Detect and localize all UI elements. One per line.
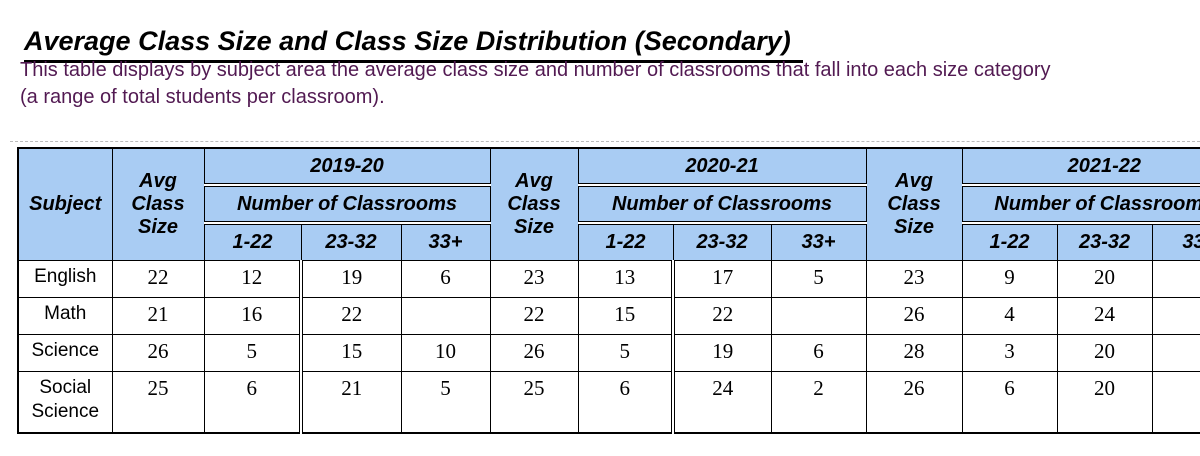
value-cell: 6 — [203, 370, 302, 434]
description-line-2: (a range of total students per classroom… — [20, 86, 385, 108]
header-year-2020: 2020-21 — [577, 147, 867, 187]
value-cell: 13 — [577, 259, 674, 298]
value-cell: 25 — [111, 370, 205, 434]
header-bin-33plus: 33+ — [1151, 222, 1200, 261]
header-bin-23-32: 23-32 — [672, 222, 772, 261]
value-cell: 16 — [203, 296, 302, 335]
header-bin-1-22: 1-22 — [203, 222, 302, 261]
value-cell: 6 — [770, 333, 867, 372]
value-cell: 15 — [299, 333, 402, 372]
table-row-social-science: Social Science 25 6 21 5 25 6 24 2 26 6 … — [17, 370, 1200, 434]
header-year-2019: 2019-20 — [203, 147, 491, 187]
value-cell: 12 — [203, 259, 302, 298]
value-cell: 23 — [489, 259, 579, 298]
value-cell — [1151, 296, 1200, 335]
header-bin-33plus: 33+ — [770, 222, 867, 261]
value-cell: 6 — [400, 259, 491, 298]
subject-cell: English — [17, 259, 113, 298]
header-subject: Subject — [17, 147, 113, 261]
value-cell: 20 — [1056, 370, 1153, 434]
value-cell — [1151, 333, 1200, 372]
header-classrooms-2021: Number of Classrooms — [961, 184, 1200, 225]
header-bin-1-22: 1-22 — [961, 222, 1058, 261]
header-bin-23-32: 23-32 — [1056, 222, 1153, 261]
value-cell: 24 — [671, 370, 772, 434]
value-cell: 22 — [671, 296, 772, 335]
value-cell: 17 — [671, 259, 772, 298]
class-size-table: Subject Avg Class Size 2019-20 Avg Class… — [17, 147, 1200, 434]
value-cell: 26 — [489, 333, 579, 372]
value-cell: 22 — [299, 296, 402, 335]
value-cell: 28 — [865, 333, 963, 372]
value-cell: 26 — [865, 296, 963, 335]
page-description: This table displays by subject area the … — [20, 57, 1051, 111]
value-cell: 21 — [111, 296, 205, 335]
value-cell — [1151, 259, 1200, 298]
value-cell: 4 — [961, 296, 1058, 335]
header-classrooms-2019: Number of Classrooms — [203, 184, 491, 225]
value-cell: 6 — [577, 370, 674, 434]
header-row-years: Subject Avg Class Size 2019-20 Avg Class… — [17, 147, 1200, 261]
faint-gridline — [10, 141, 1200, 142]
value-cell — [400, 296, 491, 335]
value-cell: 10 — [400, 333, 491, 372]
value-cell — [1151, 370, 1200, 434]
table-row-math: Math 21 16 22 22 15 22 26 4 24 — [17, 296, 1200, 335]
value-cell: 20 — [1056, 259, 1153, 298]
description-line-1: This table displays by subject area the … — [20, 59, 1051, 81]
table-row-english: English 22 12 19 6 23 13 17 5 23 9 20 — [17, 259, 1200, 298]
value-cell: 9 — [961, 259, 1058, 298]
value-cell: 19 — [299, 259, 402, 298]
value-cell: 26 — [111, 333, 205, 372]
subject-cell: Social Science — [17, 370, 113, 434]
value-cell: 6 — [961, 370, 1058, 434]
value-cell — [770, 296, 867, 335]
value-cell: 5 — [577, 333, 674, 372]
header-avg-2020: Avg Class Size — [489, 147, 579, 261]
value-cell: 15 — [577, 296, 674, 335]
header-row-bins: 1-22 23-32 33+ 1-22 23-32 33+ 1-22 23-32… — [18, 222, 1200, 261]
subject-cell: Math — [17, 296, 113, 335]
header-row-classrooms: Number of Classrooms Number of Classroom… — [18, 184, 1200, 225]
value-cell: 23 — [865, 259, 963, 298]
value-cell: 5 — [203, 333, 302, 372]
value-cell: 19 — [671, 333, 772, 372]
table-row-science: Science 26 5 15 10 26 5 19 6 28 3 20 — [17, 333, 1200, 372]
value-cell: 24 — [1056, 296, 1153, 335]
value-cell: 22 — [111, 259, 205, 298]
value-cell: 26 — [865, 370, 963, 434]
value-cell: 5 — [770, 259, 867, 298]
value-cell: 3 — [961, 333, 1058, 372]
header-avg-2019: Avg Class Size — [111, 147, 205, 261]
header-bin-1-22: 1-22 — [577, 222, 674, 261]
value-cell: 22 — [489, 296, 579, 335]
header-classrooms-2020: Number of Classrooms — [577, 184, 867, 225]
value-cell: 21 — [299, 370, 402, 434]
header-year-2021: 2021-22 — [961, 147, 1200, 187]
header-avg-2021: Avg Class Size — [865, 147, 963, 261]
value-cell: 5 — [400, 370, 491, 434]
value-cell: 25 — [489, 370, 579, 434]
value-cell: 20 — [1056, 333, 1153, 372]
value-cell: 2 — [770, 370, 867, 434]
page-title: Average Class Size and Class Size Distri… — [24, 26, 803, 64]
header-bin-33plus: 33+ — [400, 222, 491, 261]
subject-cell: Science — [17, 333, 113, 372]
header-bin-23-32: 23-32 — [300, 222, 402, 261]
